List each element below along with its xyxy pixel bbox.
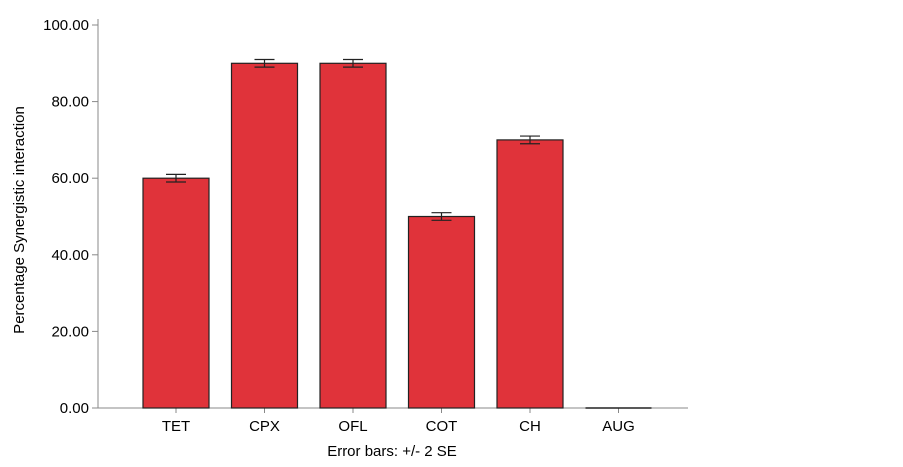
y-tick-label: 60.00 xyxy=(51,170,89,187)
y-axis-title: Percentage Synergistic interaction xyxy=(11,106,28,334)
bar-ch xyxy=(496,139,564,409)
y-tick-label: 0.00 xyxy=(60,400,89,417)
x-tick-label: CPX xyxy=(249,418,280,435)
bars xyxy=(142,62,652,409)
error-bars xyxy=(166,58,540,221)
bar-cot xyxy=(407,215,476,409)
x-tick-label: COT xyxy=(426,418,458,435)
error-bars-caption: Error bars: +/- 2 SE xyxy=(327,443,457,460)
bar-ofl xyxy=(319,62,387,409)
y-tick-label: 80.00 xyxy=(51,94,89,111)
x-tick-label: OFL xyxy=(338,418,367,435)
bar-tet xyxy=(142,177,210,409)
y-tick-label: 40.00 xyxy=(51,247,89,264)
y-tick-label: 20.00 xyxy=(51,323,89,340)
bar-cpx xyxy=(230,62,299,409)
y-axis: 0.00 20.00 40.00 60.00 80.00 100.00 xyxy=(43,17,99,417)
x-axis: TET CPX OFL COT CH AUG xyxy=(98,407,688,435)
x-tick-label: TET xyxy=(162,418,190,435)
x-tick-label: AUG xyxy=(602,418,635,435)
y-tick-label: 100.00 xyxy=(43,17,89,34)
x-tick-label: CH xyxy=(519,418,541,435)
